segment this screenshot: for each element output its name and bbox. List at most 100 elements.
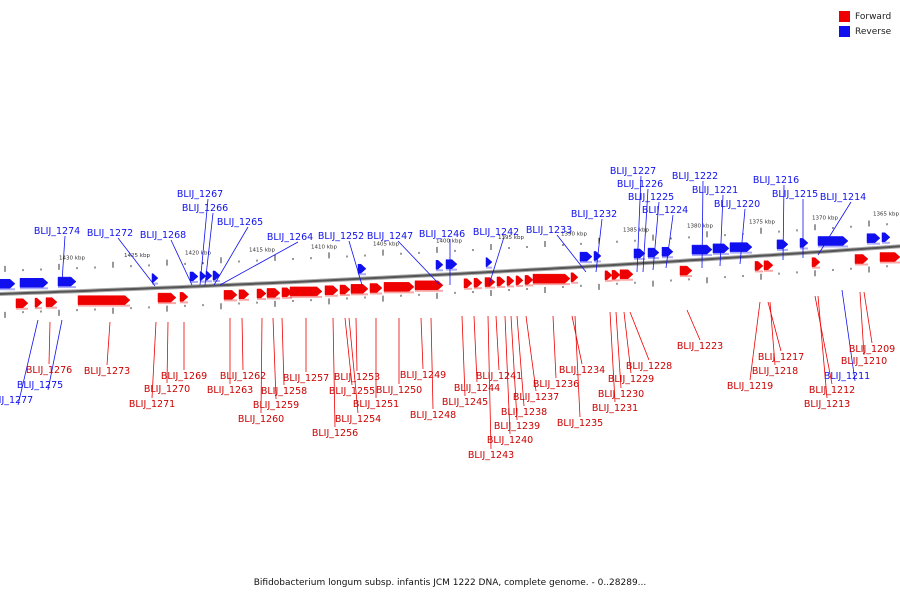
reverse-gene-label: BLIJ_1275: [17, 380, 63, 391]
forward-gene-arrow-shadow: [16, 307, 28, 310]
forward-gene-arrow-shadow: [764, 269, 773, 272]
forward-gene-arrow: [324, 285, 339, 295]
forward-gene-arrow-shadow: [290, 295, 322, 298]
forward-leader-line: [495, 315, 500, 371]
forward-leader-line: [615, 311, 622, 389]
reverse-gene-arrow-shadow: [190, 280, 198, 283]
reverse-gene-arrow-shadow: [0, 288, 15, 291]
forward-leader-line: [516, 315, 525, 407]
reverse-gene-arrow-shadow: [648, 257, 659, 260]
scale-label: 1420 kbp: [185, 250, 211, 256]
forward-gene-label: BLIJ_1255: [329, 386, 375, 397]
reverse-gene-label: BLIJ_1214: [820, 192, 866, 203]
scale-label: 1395 kbp: [498, 235, 524, 241]
reverse-gene-arrow-shadow: [486, 266, 492, 269]
scale-label: 1415 kbp: [249, 247, 275, 253]
forward-leader-line: [552, 315, 557, 379]
forward-gene-arrow-shadow: [384, 291, 414, 294]
forward-gene-label: BLIJ_1273: [84, 366, 130, 377]
forward-gene-arrow-shadow: [158, 302, 176, 305]
forward-gene-arrow-shadow: [533, 283, 570, 286]
reverse-gene-label: BLIJ_1265: [217, 217, 263, 228]
forward-leader-line: [430, 317, 434, 410]
forward-leader-line: [609, 311, 616, 403]
forward-gene-label: BLIJ_1262: [220, 371, 266, 382]
forward-gene-label: BLIJ_1253: [334, 372, 380, 383]
forward-leader-line: [623, 311, 632, 374]
forward-gene-label: BLIJ_1235: [557, 418, 603, 429]
reverse-gene-arrow: [151, 273, 159, 283]
forward-leader-line: [151, 321, 157, 399]
forward-gene-label: BLIJ_1240: [487, 435, 533, 446]
forward-gene-label: BLIJ_1257: [283, 373, 329, 384]
reverse-gene-label: BLIJ_1216: [753, 175, 799, 186]
forward-gene-arrow-shadow: [525, 284, 533, 287]
forward-gene-label: BLIJ_1256: [312, 428, 358, 439]
forward-gene-arrow-shadow: [880, 261, 900, 264]
forward-gene-arrow: [879, 252, 900, 262]
reverse-gene-arrow-shadow: [882, 241, 890, 244]
forward-gene-label: BLIJ_1230: [598, 389, 644, 400]
forward-gene-arrow-shadow: [516, 284, 523, 287]
reverse-gene-label: BLIJ_1264: [267, 232, 313, 243]
scale-label: 1430 kbp: [59, 255, 85, 261]
forward-gene-arrow: [256, 288, 267, 299]
genome-caption: Bifidobacterium longum subsp. infantis J…: [253, 578, 647, 588]
forward-gene-label: BLIJ_1270: [144, 384, 190, 395]
forward-gene-arrow-shadow: [571, 281, 578, 284]
forward-leader-line: [332, 317, 336, 428]
forward-gene-label: BLIJ_1229: [608, 374, 654, 385]
reverse-gene-arrow: [881, 232, 891, 243]
forward-gene-arrow: [414, 280, 444, 291]
reverse-gene-arrow-shadow: [358, 273, 366, 276]
reverse-gene-label: BLIJ_1224: [642, 205, 688, 216]
reverse-leader-line: [719, 194, 724, 267]
reverse-leader-line: [397, 240, 441, 286]
reverse-gene-label: BLIJ_1277: [0, 395, 33, 406]
reverse-leader-line: [636, 175, 642, 273]
forward-gene-arrow: [179, 292, 189, 302]
reverse-leader-line: [739, 208, 746, 265]
forward-gene-label: BLIJ_1219: [727, 381, 773, 392]
reverse-gene-label: BLIJ_1222: [672, 171, 718, 182]
forward-leader-line: [504, 315, 511, 435]
reverse-gene-label: BLIJ_1221: [692, 185, 738, 196]
reverse-gene-arrow-shadow: [206, 280, 212, 283]
forward-leader-line: [571, 315, 583, 365]
legend-reverse: Reverse: [839, 24, 891, 39]
reverse-gene-label: BLIJ_1247: [367, 231, 413, 242]
reverse-leader-line: [17, 319, 39, 406]
scale-label: 1390 kbp: [561, 231, 587, 237]
forward-gene-arrow-shadow: [605, 279, 612, 282]
reverse-gene-arrow-shadow: [58, 286, 76, 289]
forward-gene-arrow: [811, 257, 821, 267]
reverse-gene-label: BLIJ_1225: [628, 192, 674, 203]
forward-gene-label: BLIJ_1217: [758, 352, 804, 363]
scale-label: 1410 kbp: [311, 245, 337, 251]
forward-leader-line: [749, 301, 761, 381]
forward-gene-arrow-shadow: [180, 301, 188, 304]
forward-gene-arrow: [754, 261, 764, 271]
reverse-gene-arrow: [485, 257, 493, 267]
reverse-gene-arrow-shadow: [818, 245, 848, 248]
forward-gene-arrow: [506, 276, 515, 286]
forward-gene-arrow-shadow: [267, 297, 280, 300]
forward-leader-line: [525, 315, 537, 392]
legend-forward-label: Forward: [855, 11, 892, 22]
forward-gene-arrow-shadow: [755, 270, 763, 273]
forward-gene-arrow: [157, 292, 177, 303]
reverse-gene-arrow: [799, 238, 809, 248]
scale-label: 1370 kbp: [812, 216, 838, 222]
forward-gene-label: BLIJ_1244: [454, 383, 500, 394]
forward-gene-arrow-shadow: [612, 279, 620, 282]
reverse-leader-line: [642, 188, 649, 273]
forward-leader-line: [629, 311, 650, 361]
forward-gene-label: BLIJ_1276: [26, 365, 72, 376]
forward-gene-arrow: [473, 277, 483, 288]
forward-leader-line: [166, 321, 169, 384]
reverse-gene-arrow: [579, 251, 593, 262]
reverse-gene-label: BLIJ_1242: [473, 227, 519, 238]
reverse-gene-arrow: [866, 233, 881, 243]
reverse-gene-arrow: [19, 278, 49, 288]
